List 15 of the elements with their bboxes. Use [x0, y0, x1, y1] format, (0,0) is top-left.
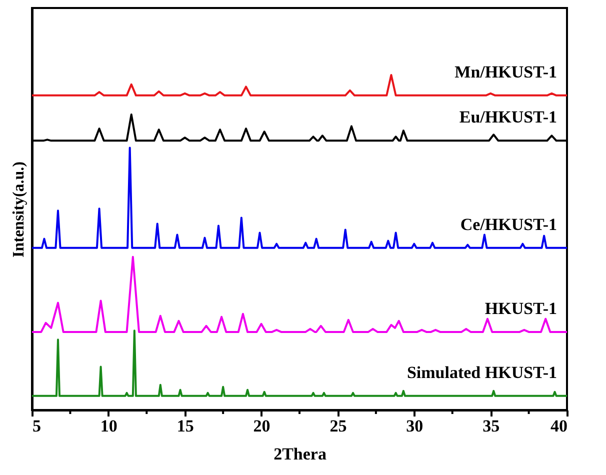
x-tick-label: 25: [330, 416, 347, 436]
x-tick-label: 35: [482, 416, 500, 436]
x-axis-title: 2Thera: [274, 444, 327, 464]
series-label: Simulated HKUST-1: [406, 362, 557, 382]
x-tick-label: 5: [32, 416, 41, 436]
x-tick-label: 20: [253, 416, 270, 436]
x-tick-label: 40: [550, 416, 568, 436]
series-label: HKUST-1: [484, 298, 557, 318]
x-tick-label: 30: [406, 416, 424, 436]
series-label: Eu/HKUST-1: [459, 108, 557, 127]
series-label: Mn/HKUST-1: [454, 62, 557, 82]
x-tick-label: 10: [100, 416, 118, 436]
series-label: Ce/HKUST-1: [460, 214, 557, 234]
x-tick-label: 15: [176, 416, 194, 436]
y-axis-title: Intensity(a.u.): [10, 161, 28, 258]
